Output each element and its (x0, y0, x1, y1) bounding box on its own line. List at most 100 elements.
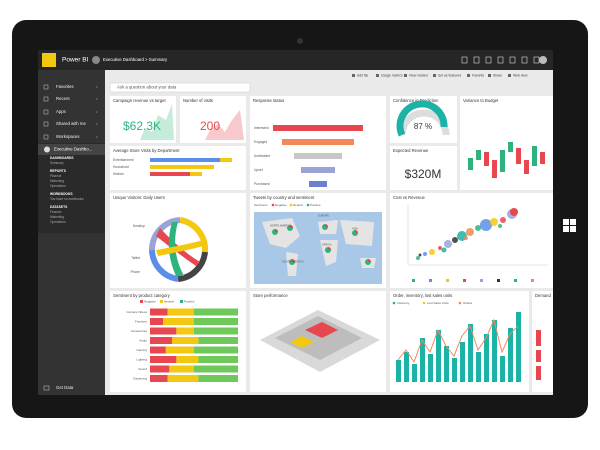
nav-section-item[interactable]: Operations (50, 220, 66, 224)
legend-swatch (463, 279, 466, 282)
tile[interactable] (390, 146, 457, 190)
kpi-value: 200 (200, 119, 220, 133)
nav-section-item[interactable]: Marketing (50, 179, 64, 183)
toolbar-icon[interactable] (467, 74, 470, 77)
app-launcher[interactable] (42, 53, 56, 67)
visual-shape (476, 150, 481, 160)
visual-shape (150, 318, 164, 325)
legend-swatch (180, 300, 183, 303)
scatter-point (444, 240, 452, 248)
tile-title: Store performance (253, 293, 288, 298)
nav-section-item[interactable]: You have no workbooks (50, 197, 84, 201)
toolbar-icon[interactable] (404, 74, 407, 77)
visual-shape (150, 337, 172, 344)
toolbar-icon[interactable] (433, 74, 436, 77)
legend-label: Positive (184, 299, 195, 303)
bar-label: Household (113, 165, 129, 169)
nav-section-heading: DATASETS (50, 205, 68, 209)
nav-section-item[interactable]: Summary (50, 161, 64, 165)
toolbar-icon[interactable] (488, 74, 491, 77)
tile[interactable] (460, 96, 553, 190)
visual-shape (412, 364, 417, 382)
nav-icon[interactable] (43, 134, 49, 140)
app-bar-icon[interactable] (521, 56, 528, 64)
legend-label: Neutral (164, 299, 174, 303)
visual-shape (516, 148, 521, 164)
app-bar-icon[interactable] (461, 56, 468, 64)
tile-title: Tweets by country and sentiment (253, 195, 315, 200)
nav-item: Recent (56, 96, 70, 101)
scatter-point (480, 219, 492, 231)
scatter-point (441, 247, 447, 253)
scatter-point (416, 256, 420, 260)
windows-button[interactable] (563, 219, 576, 232)
toolbar-icon[interactable] (352, 74, 355, 77)
visual-shape (150, 165, 202, 169)
visual-shape (500, 356, 505, 382)
bar-label: Lighting (136, 357, 147, 361)
qna-box[interactable] (109, 82, 251, 93)
brand: Power BI (62, 57, 89, 64)
toolbar-icon[interactable] (376, 74, 379, 77)
nav-section-item[interactable]: Operations (50, 184, 66, 188)
nav-workspace[interactable]: Executive Dashbo... (54, 147, 92, 152)
nav-section-item[interactable]: Finance (50, 210, 62, 214)
visual-shape (292, 259, 295, 262)
visual-shape (468, 158, 473, 170)
nav-icon[interactable] (43, 84, 49, 90)
map-label: AFRICA (322, 243, 332, 247)
visual-shape (355, 230, 358, 233)
map-label: NORTH AMERICA (270, 224, 292, 228)
visual-shape (150, 346, 166, 354)
tile-title: Variance to Budget (463, 98, 499, 103)
floor-zone (305, 322, 338, 338)
visual-shape (167, 308, 194, 316)
visual-shape (198, 356, 238, 363)
visual-shape (328, 247, 331, 250)
nav-get-data[interactable]: Get Data (56, 385, 74, 390)
app-bar-icon[interactable] (509, 56, 516, 64)
tile[interactable] (532, 291, 553, 392)
funnel-label: Engaged (254, 140, 267, 144)
nav-section-item[interactable]: Marketing (50, 215, 64, 219)
legend-dot (458, 301, 462, 305)
get-data-icon (43, 385, 50, 391)
visual-shape (536, 366, 541, 380)
legend-swatch (160, 300, 163, 303)
legend-swatch (531, 279, 534, 282)
app-bar-icon[interactable] (497, 56, 504, 64)
legend-swatch (480, 279, 483, 282)
nav-icon[interactable] (43, 96, 49, 102)
visual-shape (176, 356, 199, 363)
visual-shape (492, 160, 497, 178)
tile-title: Cost vs Revenue (393, 195, 426, 200)
visual-shape (508, 142, 513, 152)
visual-shape (150, 308, 168, 316)
user-icon[interactable] (539, 56, 547, 64)
visual-shape (436, 330, 441, 382)
tile-title: Sentiment by product category (113, 293, 171, 298)
visual-shape (404, 352, 409, 382)
visual-shape (150, 172, 190, 176)
visual-shape (194, 318, 238, 325)
toolbar-icon[interactable] (508, 74, 511, 77)
visual-shape (532, 146, 537, 166)
visual-shape (368, 259, 371, 262)
legend-label: Lost Sales Units (427, 301, 449, 305)
nav-icon[interactable] (43, 109, 49, 115)
map-land (320, 240, 338, 266)
chord-label: Desktop (133, 224, 145, 228)
map-label: EUROPE (318, 214, 329, 218)
nav-icon[interactable] (43, 121, 49, 127)
tile[interactable] (390, 193, 553, 288)
legend-dot (306, 203, 310, 207)
visual-shape (150, 356, 177, 363)
nav-section-item[interactable]: Finance (50, 174, 62, 178)
visual-shape (516, 312, 521, 382)
app-bar-icon[interactable] (485, 56, 492, 64)
legend-swatch (497, 279, 500, 282)
app-bar-icon[interactable] (473, 56, 480, 64)
breadcrumb[interactable]: Executive Dashboard > Summary (103, 57, 168, 62)
scatter-point (464, 236, 468, 240)
app-bar (38, 50, 553, 70)
